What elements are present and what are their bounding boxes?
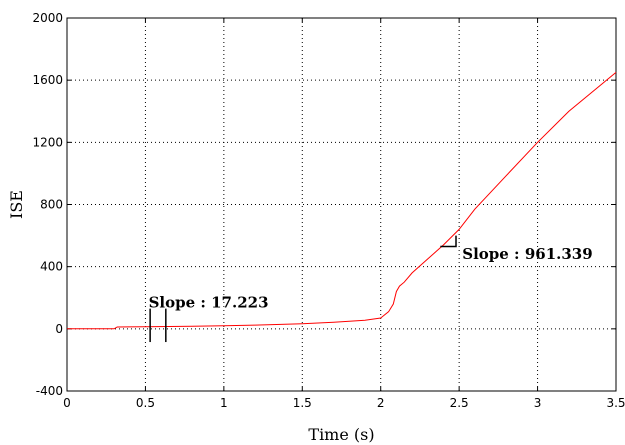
y-tick-label: 800 bbox=[40, 198, 63, 212]
y-tick-label: 0 bbox=[55, 322, 63, 336]
y-tick-label: 400 bbox=[40, 260, 63, 274]
slope-bracket-marker bbox=[440, 235, 457, 248]
x-axis-ticks: 0 0.5 1 1.5 2 2.5 3 3.5 bbox=[63, 18, 625, 410]
x-tick-label: 3 bbox=[534, 396, 542, 410]
slope-annotation-2: Slope : 961.339 bbox=[462, 245, 592, 263]
x-tick-label: 1.5 bbox=[293, 396, 312, 410]
y-axis-label: ISE bbox=[7, 190, 26, 219]
y-axis-ticks: -400 0 400 800 1200 1600 2000 bbox=[32, 11, 616, 398]
x-tick-label: 0.5 bbox=[136, 396, 155, 410]
x-tick-label: 1 bbox=[220, 396, 228, 410]
ise-series-line bbox=[67, 72, 617, 330]
plot-frame bbox=[66, 17, 617, 392]
x-tick-label: 3.5 bbox=[606, 396, 625, 410]
x-tick-label: 0 bbox=[63, 396, 71, 410]
series-layer bbox=[67, 72, 617, 330]
grid bbox=[67, 18, 616, 391]
x-axis-label: Time (s) bbox=[308, 425, 374, 444]
slope-annotation-1: Slope : 17.223 bbox=[149, 293, 269, 311]
y-tick-label: 2000 bbox=[32, 11, 63, 25]
y-tick-label: -400 bbox=[36, 384, 63, 398]
y-tick-label: 1600 bbox=[32, 73, 63, 87]
x-tick-label: 2.5 bbox=[450, 396, 469, 410]
x-tick-label: 2 bbox=[377, 396, 385, 410]
slope-markers bbox=[149, 235, 457, 343]
y-tick-label: 1200 bbox=[32, 135, 63, 149]
